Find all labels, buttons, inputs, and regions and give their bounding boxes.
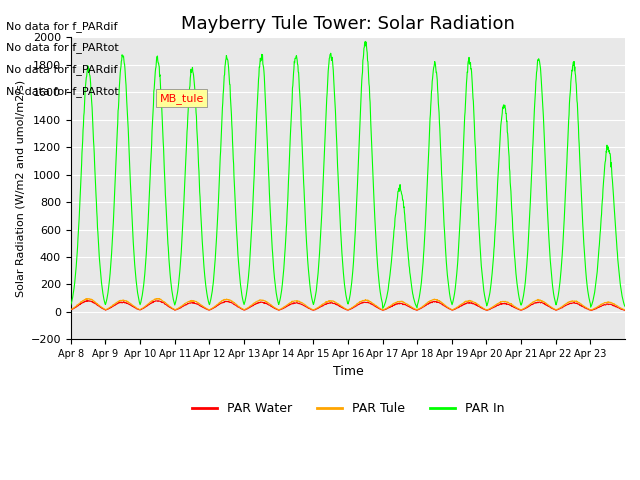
Y-axis label: Solar Radiation (W/m2 and umol/m2/s): Solar Radiation (W/m2 and umol/m2/s) bbox=[15, 80, 25, 297]
Text: No data for f_PARdif: No data for f_PARdif bbox=[6, 21, 118, 32]
Text: No data for f_PARdif: No data for f_PARdif bbox=[6, 64, 118, 75]
Legend: PAR Water, PAR Tule, PAR In: PAR Water, PAR Tule, PAR In bbox=[187, 397, 509, 420]
Text: No data for f_PARtot: No data for f_PARtot bbox=[6, 85, 119, 96]
Text: MB_tule: MB_tule bbox=[159, 93, 204, 104]
Text: No data for f_PARtot: No data for f_PARtot bbox=[6, 42, 119, 53]
Title: Mayberry Tule Tower: Solar Radiation: Mayberry Tule Tower: Solar Radiation bbox=[181, 15, 515, 33]
X-axis label: Time: Time bbox=[333, 365, 364, 378]
